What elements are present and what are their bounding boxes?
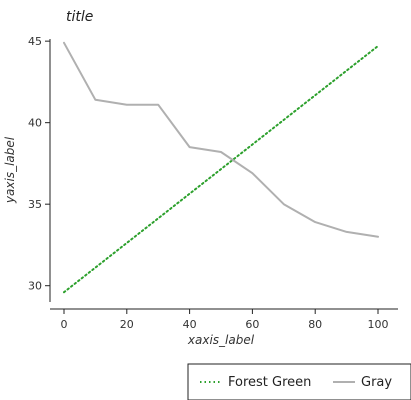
y-tick-label: 45 bbox=[28, 35, 42, 48]
x-tick-label: 20 bbox=[120, 318, 134, 331]
x-tick-label: 60 bbox=[245, 318, 259, 331]
legend: Forest Green Gray bbox=[187, 363, 411, 400]
x-tick-label: 80 bbox=[308, 318, 322, 331]
y-tick-label: 40 bbox=[28, 117, 42, 130]
x-tick-label: 40 bbox=[183, 318, 197, 331]
y-axis: 30 35 40 45 bbox=[28, 35, 51, 302]
y-tick-label: 30 bbox=[28, 280, 42, 293]
legend-box bbox=[187, 363, 411, 400]
y-tick-label: 35 bbox=[28, 198, 42, 211]
x-tick-label: 100 bbox=[368, 318, 389, 331]
x-tick-label: 0 bbox=[61, 318, 68, 331]
series-line-forest-green bbox=[63, 45, 379, 294]
x-axis-label: xaxis_label bbox=[187, 333, 255, 347]
series-layer bbox=[63, 41, 379, 294]
legend-label-gray: Gray bbox=[361, 375, 392, 390]
y-axis-label: yaxis_label bbox=[3, 136, 17, 204]
x-axis: 0 20 40 60 80 100 bbox=[50, 308, 398, 331]
series-line-gray bbox=[63, 41, 379, 238]
chart-title: title bbox=[66, 9, 93, 25]
legend-label-forest-green: Forest Green bbox=[228, 375, 311, 390]
